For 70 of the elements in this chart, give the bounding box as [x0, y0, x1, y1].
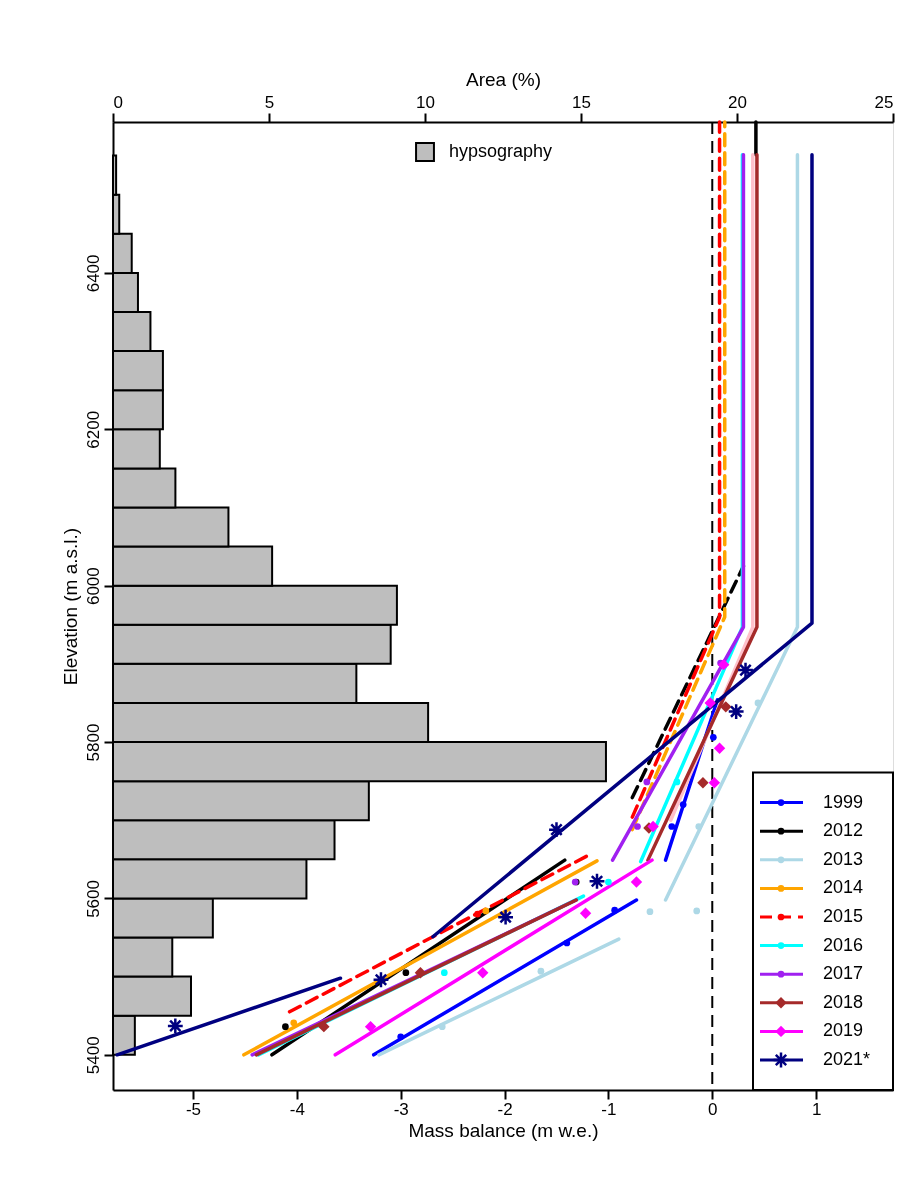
- point: [634, 823, 641, 830]
- point: [364, 1020, 377, 1033]
- legend-label: 2014: [823, 877, 864, 898]
- legend-label: 2012: [823, 820, 864, 841]
- point: [708, 777, 721, 789]
- point: [647, 820, 659, 833]
- y-axis-title: Elevation (m a.s.l.): [59, 527, 81, 686]
- point: [282, 1023, 289, 1031]
- point: [477, 967, 489, 979]
- x-tick-label: -5: [185, 1099, 202, 1119]
- point: [290, 1019, 298, 1027]
- point: [474, 910, 481, 918]
- point: [679, 801, 687, 808]
- point: [605, 878, 612, 886]
- x-tick-label: 10: [416, 92, 435, 112]
- point: [397, 1033, 405, 1041]
- point: [727, 702, 745, 721]
- point: [709, 734, 717, 741]
- point: [440, 969, 448, 977]
- point: [736, 661, 755, 679]
- point: [693, 907, 701, 915]
- legend-label: 2015: [823, 906, 864, 926]
- legend-label: 2018: [823, 991, 864, 1012]
- y-tick-label: 5400: [83, 1036, 103, 1075]
- x-axis-title: Area (%): [466, 68, 541, 90]
- point: [579, 907, 592, 919]
- y-tick-label: 5800: [83, 723, 103, 762]
- point: [166, 1017, 184, 1035]
- point: [372, 971, 390, 989]
- x-tick-label: 20: [728, 92, 747, 112]
- point: [718, 658, 730, 671]
- point: [611, 906, 619, 914]
- point: [547, 820, 566, 839]
- point: [668, 823, 676, 830]
- point: [588, 872, 606, 890]
- legend-label: 1999: [823, 791, 864, 812]
- x-tick-label: 0: [708, 1099, 718, 1119]
- point: [673, 778, 681, 786]
- point: [496, 908, 515, 926]
- x-tick-label: 1: [811, 1099, 822, 1119]
- x-tick-label: 25: [874, 92, 894, 112]
- point: [402, 969, 410, 977]
- legend-label: 2021*: [823, 1049, 871, 1069]
- point: [646, 908, 654, 916]
- point: [630, 876, 643, 888]
- legend-label: 2016: [823, 934, 864, 955]
- y-tick-label: 5600: [83, 880, 103, 918]
- point: [697, 777, 709, 789]
- legend-label: 2017: [823, 963, 864, 984]
- point: [720, 701, 732, 713]
- legend-label: 2013: [823, 848, 864, 869]
- x-tick-label: 15: [572, 92, 591, 112]
- point: [704, 697, 716, 709]
- point: [563, 939, 571, 947]
- legend-label: 2019: [823, 1020, 864, 1041]
- y-tick-label: 6000: [83, 567, 103, 606]
- y-tick-label: 6400: [83, 254, 103, 293]
- point: [537, 967, 545, 975]
- x-tick-label: 5: [264, 92, 275, 112]
- x-tick-label: -4: [289, 1099, 305, 1119]
- x-tick-label: -2: [497, 1099, 513, 1119]
- legend-label: hypsography: [449, 141, 553, 161]
- point: [482, 907, 490, 915]
- x-tick-label: -3: [393, 1099, 409, 1119]
- x-tick-label: -1: [601, 1099, 617, 1119]
- x-tick-label: 0: [113, 92, 123, 112]
- point: [713, 742, 726, 755]
- point: [643, 778, 651, 786]
- y-tick-label: 6200: [83, 410, 103, 449]
- x-axis-title: Mass balance (m w.e.): [408, 1119, 599, 1141]
